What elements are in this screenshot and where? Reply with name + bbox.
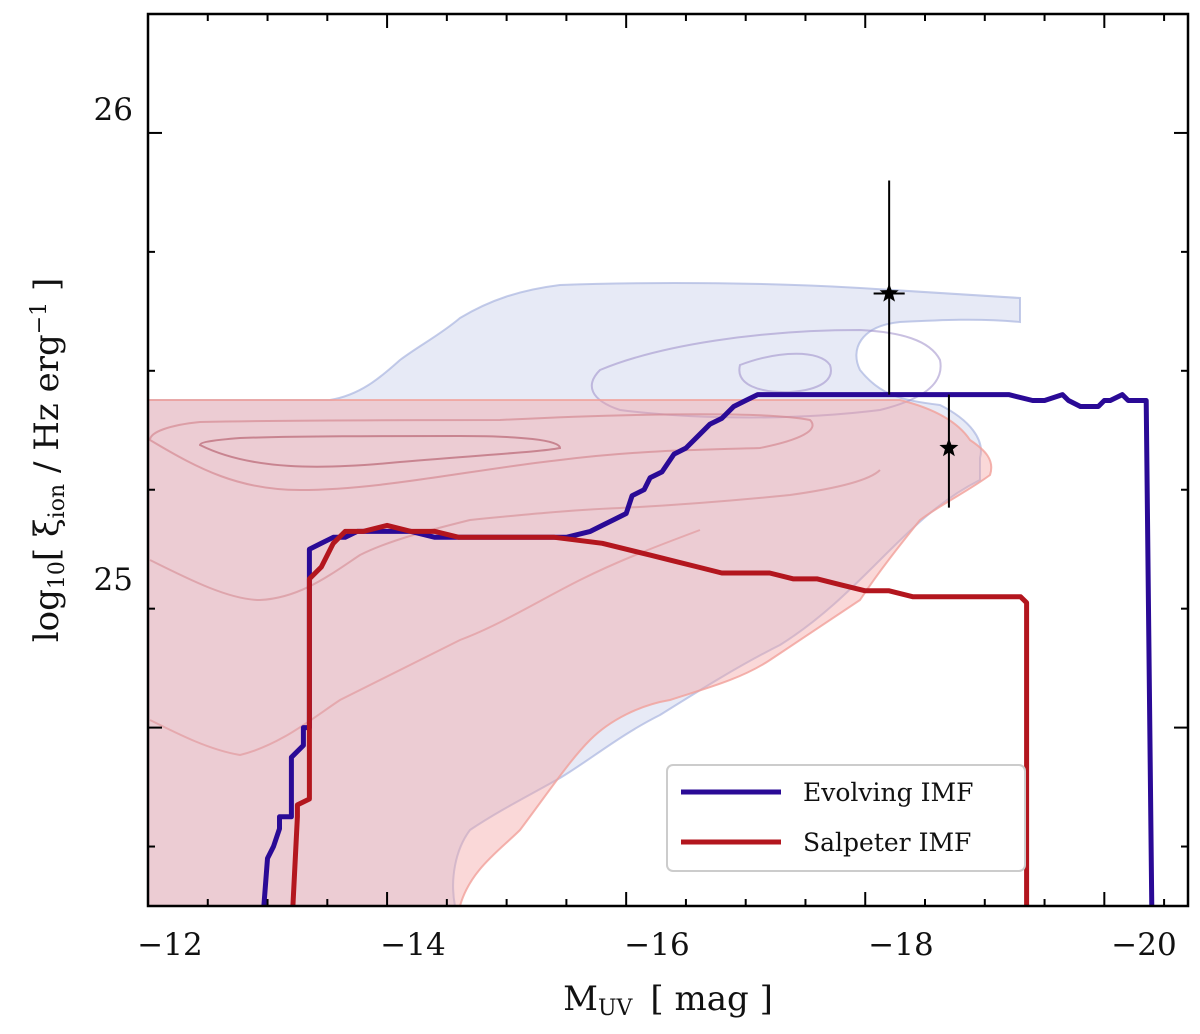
error-points xyxy=(873,180,959,508)
star-marker xyxy=(939,438,959,457)
legend: Evolving IMF Salpeter IMF xyxy=(666,764,1026,872)
red-density-mid xyxy=(148,413,814,492)
y-tick-label: 26 xyxy=(94,92,133,128)
x-tick-label: −14 xyxy=(380,927,445,963)
y-tick-label: 25 xyxy=(94,562,133,598)
axis-ticks xyxy=(147,13,1188,906)
legend-label-salpeter: Salpeter IMF xyxy=(803,828,971,857)
contour-regions xyxy=(148,282,1021,906)
red-density-inner xyxy=(198,434,562,468)
x-tick-label: −12 xyxy=(137,927,202,963)
series-line-salpeter-imf xyxy=(290,522,1030,906)
y-axis-label: log10[ ξion / Hz erg−1 ] xyxy=(27,278,70,642)
x-tick-label: −16 xyxy=(624,927,689,963)
red-density-lowest xyxy=(149,529,701,757)
x-tick-labels: −12 −14 −16 −18 −20 xyxy=(137,927,1176,963)
data-point xyxy=(939,394,959,508)
x-tick-label: −18 xyxy=(868,927,933,963)
blue-density-mid xyxy=(590,328,942,419)
y-tick-labels: 26 25 xyxy=(94,92,133,598)
red-density-outer xyxy=(148,399,993,906)
legend-label-evolving: Evolving IMF xyxy=(803,778,973,807)
red-density-low xyxy=(149,469,881,602)
series-line-evolving-imf xyxy=(261,392,1155,906)
plot-frame xyxy=(146,12,1190,908)
blue-density-outer xyxy=(148,282,1021,906)
x-tick-label: −20 xyxy=(1111,927,1176,963)
series-lines xyxy=(261,392,1155,906)
star-marker xyxy=(879,283,899,302)
data-point xyxy=(873,180,905,395)
x-axis-label: MUV[ mag ] xyxy=(563,979,773,1021)
blue-density-inner xyxy=(738,352,832,394)
